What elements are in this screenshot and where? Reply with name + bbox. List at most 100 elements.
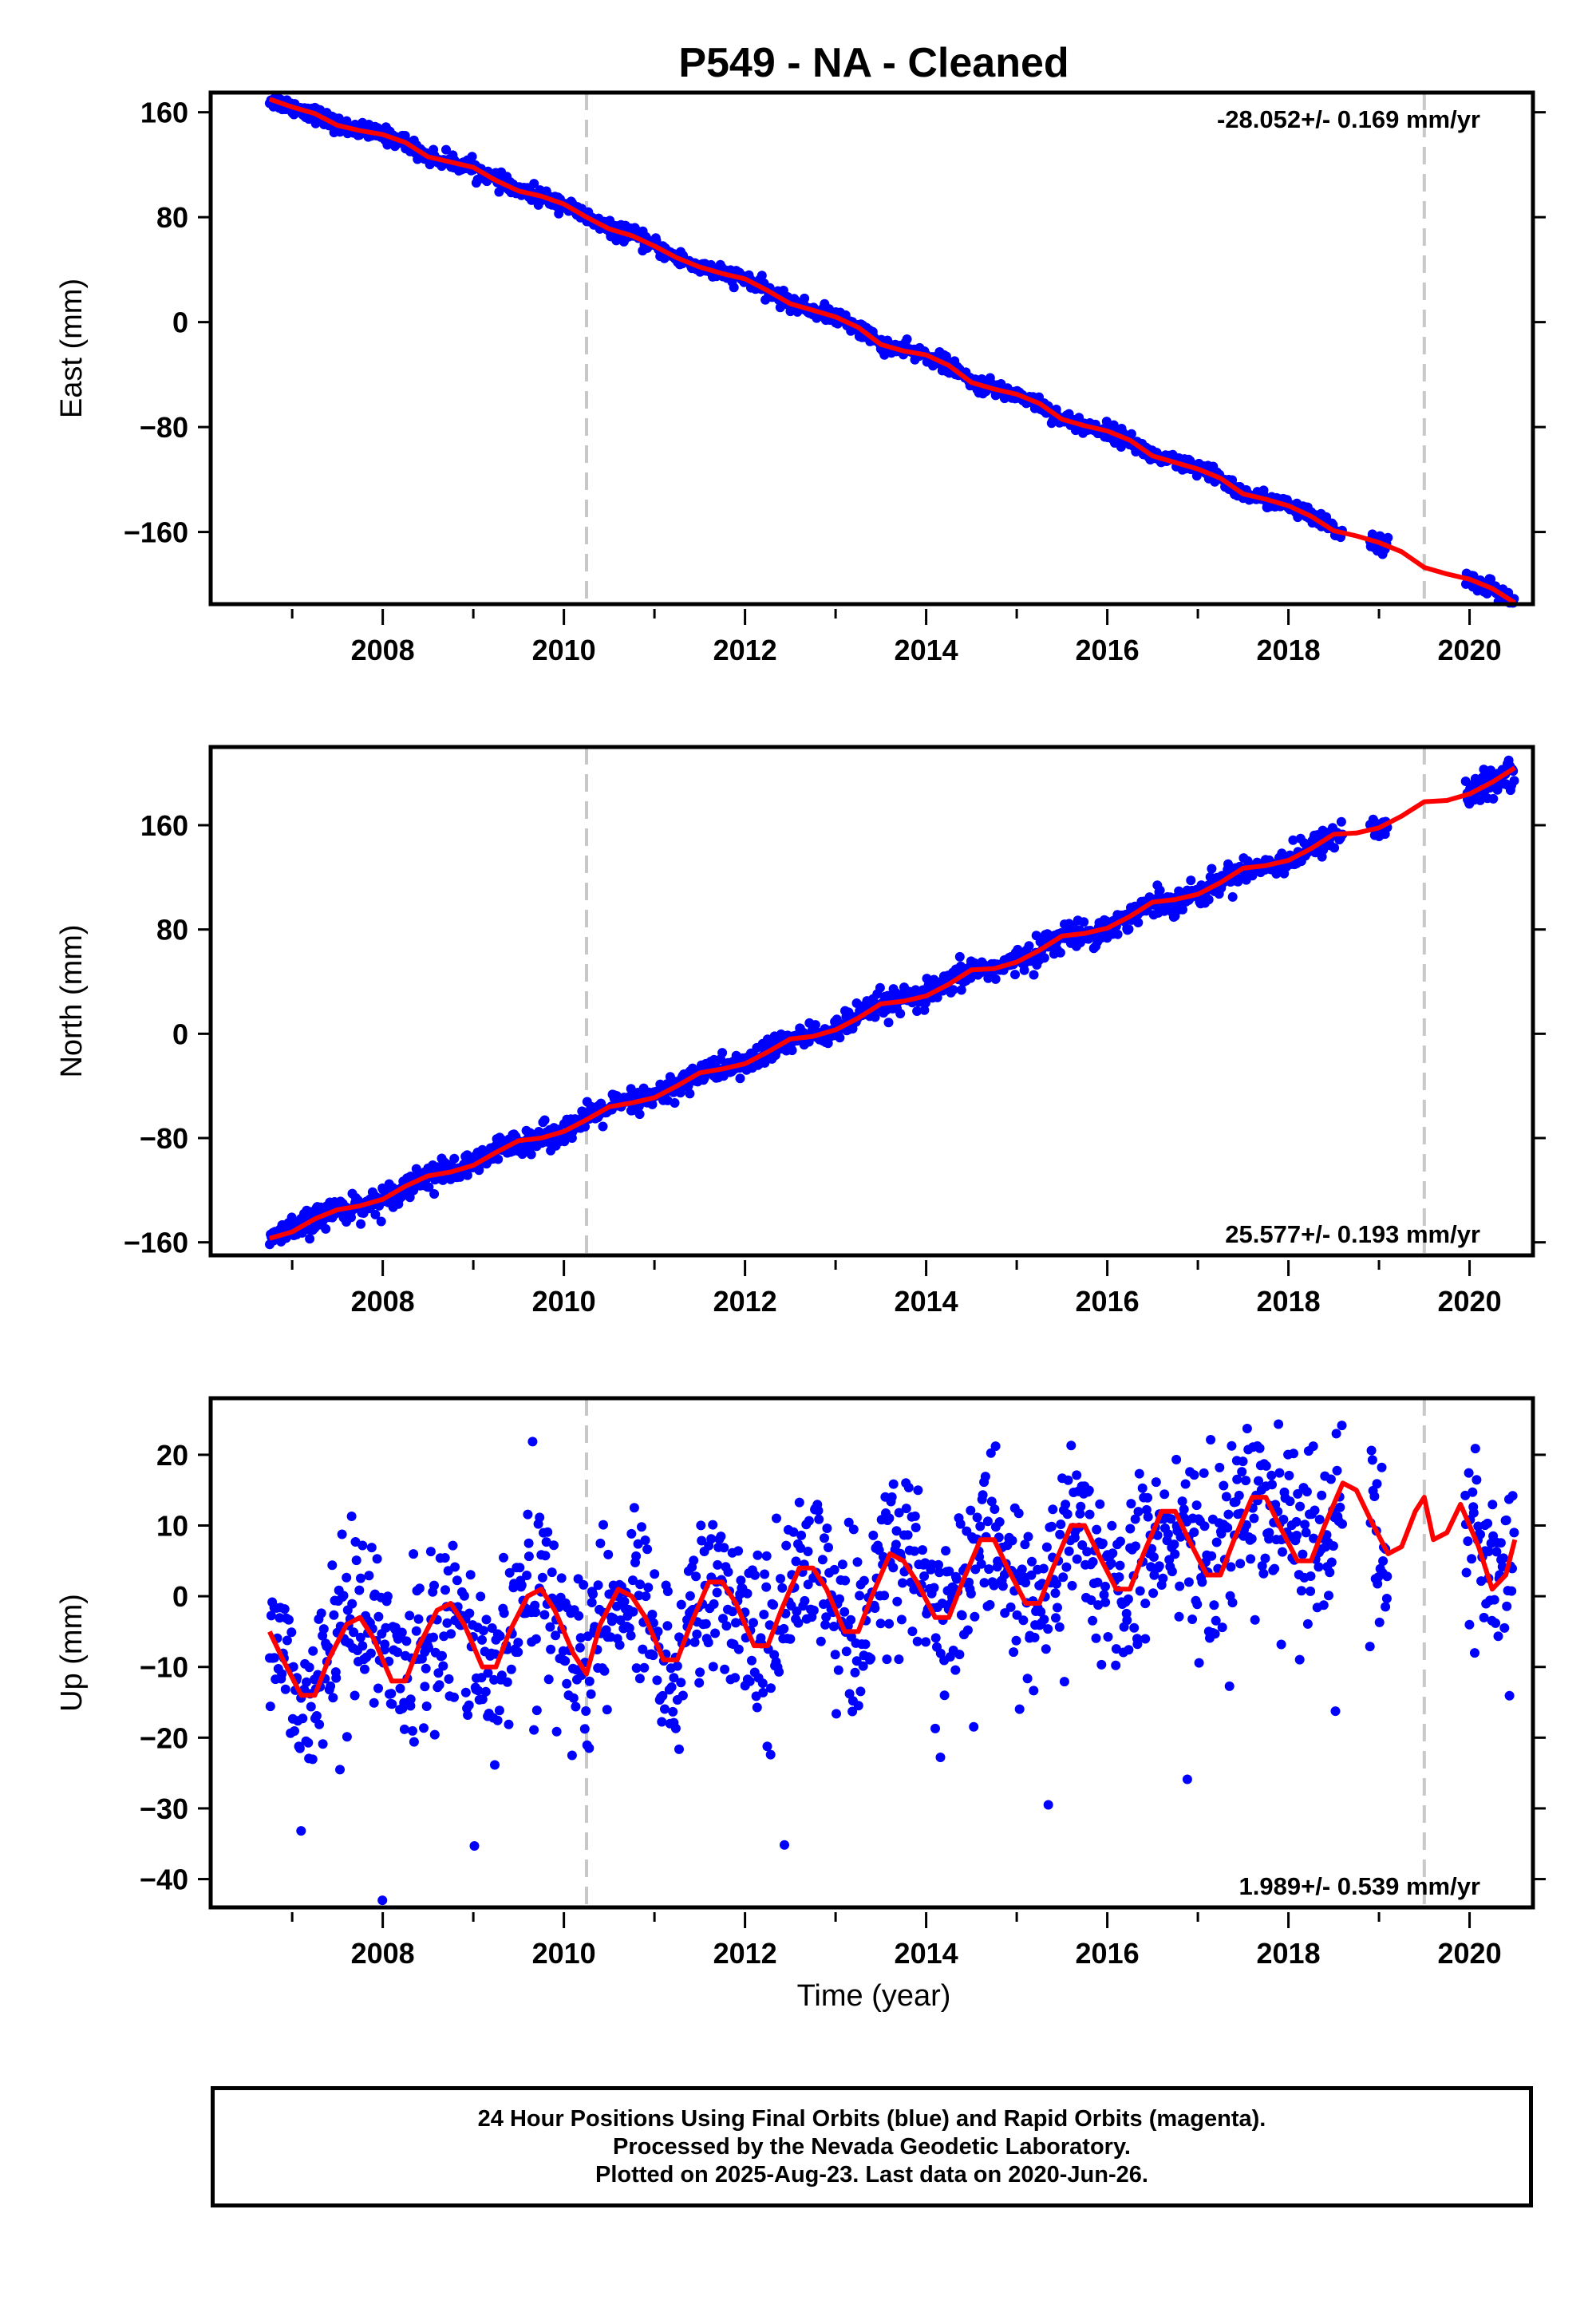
data-point bbox=[581, 1706, 591, 1716]
data-point bbox=[478, 1626, 488, 1636]
data-point bbox=[1468, 1508, 1479, 1518]
data-point bbox=[1257, 1561, 1267, 1571]
data-point bbox=[531, 1705, 542, 1716]
data-point bbox=[1000, 1608, 1010, 1618]
x-tick-label: 2016 bbox=[1076, 1937, 1140, 1970]
data-point bbox=[1137, 1483, 1148, 1493]
data-point bbox=[846, 1614, 856, 1625]
data-point bbox=[523, 1509, 533, 1520]
data-point bbox=[895, 1009, 906, 1019]
data-point bbox=[1501, 1515, 1511, 1525]
x-tick-label: 2008 bbox=[351, 1937, 415, 1970]
data-point bbox=[888, 1479, 899, 1489]
data-point bbox=[860, 1639, 871, 1650]
data-point bbox=[745, 1676, 755, 1686]
data-points-up bbox=[265, 1419, 1519, 1906]
data-point bbox=[1383, 532, 1393, 543]
data-point bbox=[1365, 1642, 1375, 1652]
data-point bbox=[640, 1535, 650, 1545]
data-point bbox=[1314, 1562, 1324, 1572]
data-point bbox=[762, 1741, 772, 1752]
data-point bbox=[266, 1611, 276, 1621]
x-tick-label: 2020 bbox=[1438, 1937, 1502, 1970]
data-point bbox=[547, 1567, 557, 1578]
data-point bbox=[283, 1614, 294, 1625]
x-tick-label: 2008 bbox=[351, 634, 415, 666]
data-point bbox=[1199, 1468, 1209, 1478]
data-point bbox=[1054, 1622, 1065, 1632]
x-tick-label: 2020 bbox=[1438, 1285, 1502, 1318]
data-point bbox=[1029, 970, 1039, 980]
data-point bbox=[1167, 1567, 1177, 1577]
data-point bbox=[269, 1653, 279, 1663]
data-point bbox=[626, 1630, 636, 1641]
data-point bbox=[982, 1516, 993, 1527]
x-tick-label: 2012 bbox=[713, 1285, 777, 1318]
data-point bbox=[1278, 1547, 1287, 1557]
data-point bbox=[840, 1575, 851, 1586]
data-point bbox=[918, 1545, 927, 1555]
data-point bbox=[689, 1637, 700, 1647]
data-point bbox=[934, 1559, 943, 1570]
data-point bbox=[495, 1631, 505, 1641]
data-point bbox=[288, 1662, 298, 1672]
data-point bbox=[1124, 1645, 1134, 1655]
data-point bbox=[1170, 1549, 1180, 1559]
data-point bbox=[1329, 843, 1340, 853]
data-point bbox=[265, 1701, 275, 1712]
data-point bbox=[1027, 1556, 1037, 1567]
data-point bbox=[841, 1646, 851, 1657]
data-point bbox=[1209, 1600, 1219, 1611]
data-point bbox=[1241, 1476, 1251, 1486]
data-point bbox=[1123, 1594, 1133, 1604]
data-point bbox=[1009, 1647, 1019, 1658]
data-point bbox=[1012, 1610, 1022, 1620]
data-point bbox=[1285, 1496, 1295, 1507]
data-point bbox=[583, 1631, 593, 1642]
data-point bbox=[941, 1546, 951, 1556]
data-point bbox=[930, 1633, 941, 1643]
data-point bbox=[496, 1670, 507, 1681]
data-point bbox=[1125, 1524, 1136, 1534]
data-point bbox=[539, 1115, 550, 1125]
data-point bbox=[712, 1587, 722, 1598]
data-point bbox=[562, 1678, 572, 1689]
data-point bbox=[1174, 1611, 1184, 1622]
data-point bbox=[990, 1441, 1001, 1452]
data-point bbox=[1367, 1455, 1377, 1465]
data-point bbox=[531, 1607, 540, 1618]
data-point bbox=[1140, 1599, 1151, 1609]
data-point bbox=[1017, 1564, 1027, 1575]
data-point bbox=[376, 1216, 386, 1227]
data-point bbox=[657, 1717, 667, 1727]
data-point bbox=[1062, 1509, 1073, 1520]
data-point bbox=[944, 1566, 954, 1576]
data-point bbox=[364, 1571, 374, 1581]
data-point bbox=[1223, 1509, 1234, 1520]
data-point bbox=[674, 1744, 684, 1754]
data-point bbox=[463, 1710, 473, 1720]
rate-label-up: 1.989+/- 0.539 mm/yr bbox=[1239, 1872, 1480, 1900]
data-point bbox=[835, 1033, 845, 1043]
panel-north: −160 −80 0 80 160 2008 2010 2012 2014 2016 2018 202… bbox=[55, 745, 1546, 1318]
data-point bbox=[1366, 1445, 1377, 1456]
data-point bbox=[342, 1572, 352, 1583]
data-point bbox=[884, 1618, 895, 1629]
data-point bbox=[444, 1674, 454, 1684]
data-point bbox=[692, 1629, 702, 1639]
data-point bbox=[1302, 1618, 1313, 1629]
data-point bbox=[742, 1588, 753, 1599]
data-point bbox=[529, 1725, 539, 1735]
data-point bbox=[766, 1683, 776, 1694]
data-point bbox=[643, 1583, 654, 1593]
data-point bbox=[1010, 970, 1020, 980]
data-point bbox=[1221, 1492, 1231, 1502]
data-point bbox=[1300, 1520, 1310, 1530]
data-point bbox=[990, 974, 1001, 984]
y-axis-label-north: North (mm) bbox=[55, 924, 89, 1077]
data-point bbox=[870, 1603, 880, 1613]
data-point bbox=[381, 1622, 391, 1633]
data-point bbox=[405, 1611, 415, 1621]
data-point bbox=[1108, 420, 1119, 430]
data-point bbox=[913, 1485, 923, 1496]
